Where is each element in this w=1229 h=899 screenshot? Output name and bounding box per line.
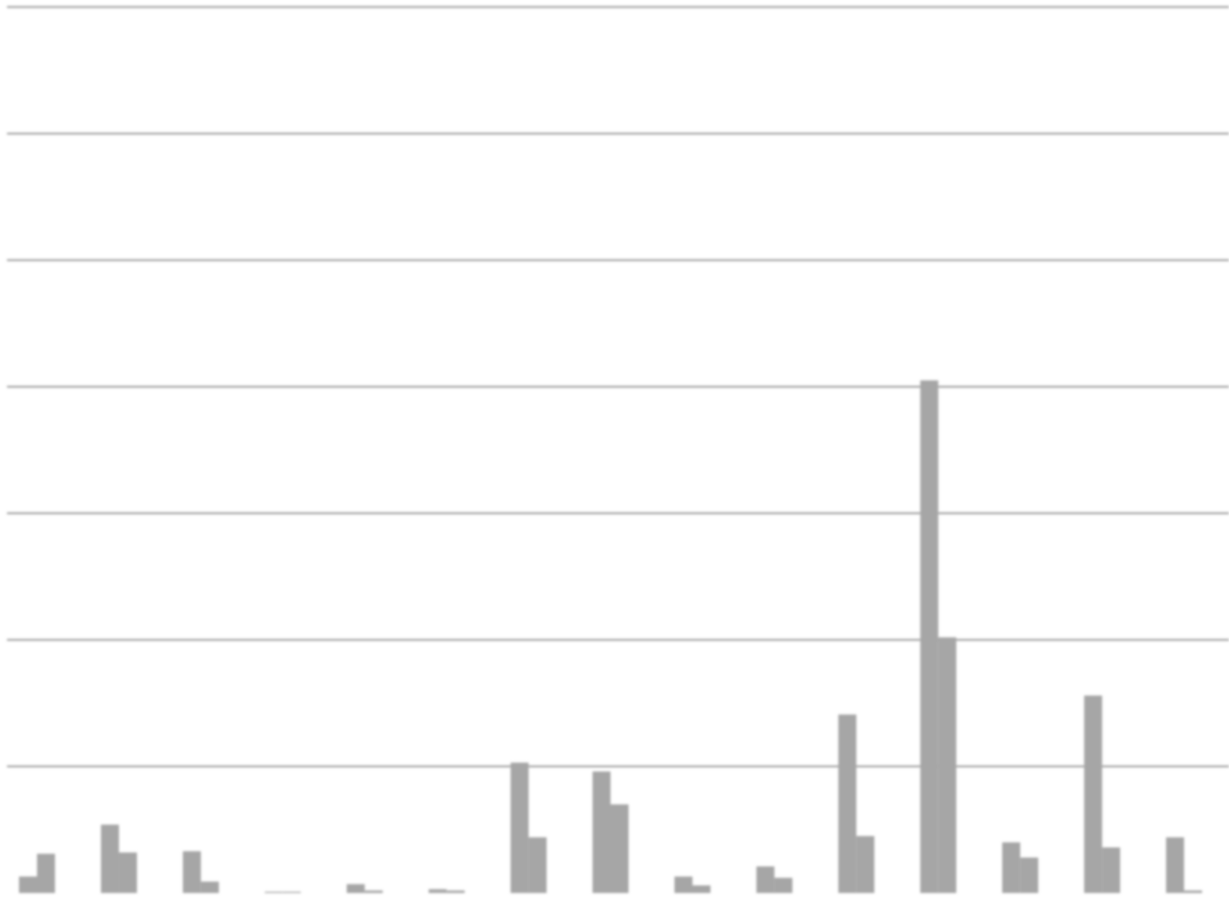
bar [920, 380, 939, 893]
bar [1184, 890, 1203, 893]
bar [1020, 857, 1039, 893]
bar [1084, 695, 1103, 893]
bar [756, 866, 775, 893]
bar [364, 890, 383, 893]
bar [100, 824, 119, 893]
bar [510, 762, 529, 893]
bar [938, 637, 957, 893]
bar [446, 890, 465, 893]
bar [674, 876, 693, 893]
bar [1102, 847, 1121, 893]
bar [282, 891, 301, 893]
bar [1166, 837, 1185, 893]
bar [592, 771, 611, 893]
bar [264, 891, 283, 893]
bar [528, 837, 547, 893]
bar [346, 884, 365, 893]
bar [838, 714, 857, 893]
bar [428, 889, 447, 893]
bar [856, 836, 875, 893]
bar [692, 885, 711, 893]
bar [19, 876, 37, 893]
bar [774, 877, 793, 893]
bar [1002, 842, 1021, 893]
plot-area [7, 6, 1229, 893]
bar [118, 852, 137, 893]
bar [182, 851, 201, 893]
bar [200, 881, 219, 893]
bar [610, 804, 629, 893]
bar [37, 853, 55, 893]
